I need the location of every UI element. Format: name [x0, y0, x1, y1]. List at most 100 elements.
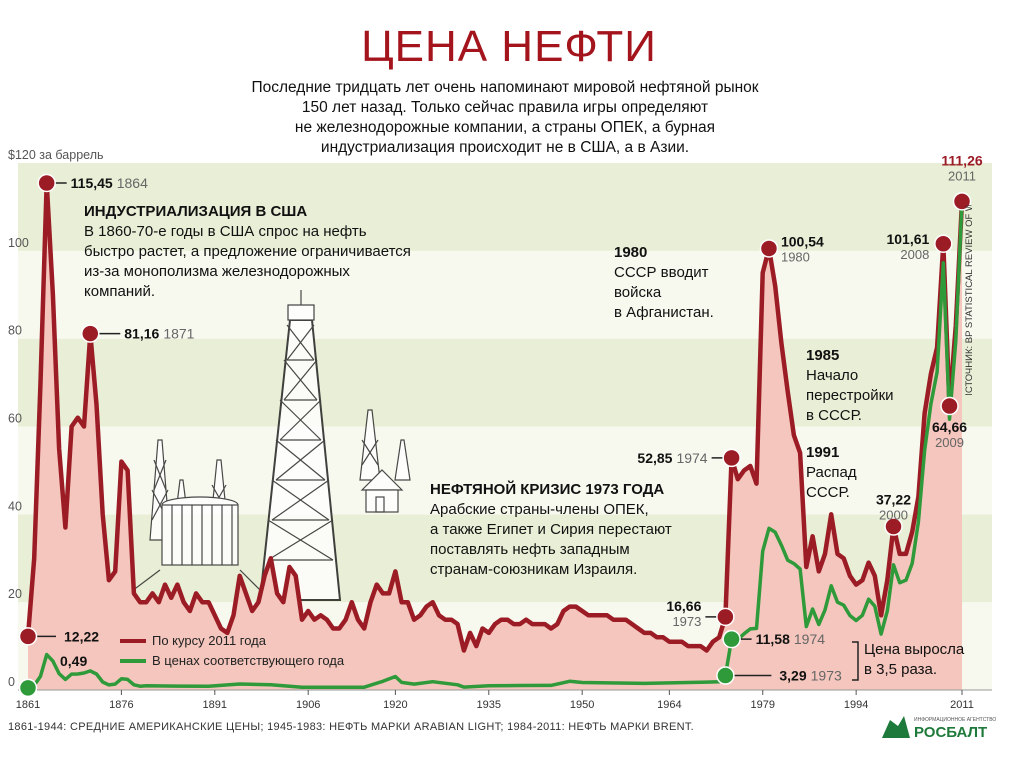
subtitle-line: 150 лет назад. Только сейчас правила игр…	[301, 99, 709, 116]
data-label-year: 1973	[672, 614, 701, 629]
chart-subtitle: Последние тридцать лет очень напоминают …	[180, 78, 830, 158]
annotation-line: СССР.	[806, 484, 850, 501]
annotation-heading: ИНДУСТРИАЛИЗАЦИЯ В США	[84, 203, 308, 220]
data-label-year: 1871	[163, 326, 194, 342]
x-tick-label: 2011	[950, 699, 974, 711]
x-tick-label: 1964	[657, 699, 681, 711]
svg-text:РОСБАЛТ: РОСБАЛТ	[914, 724, 987, 741]
subtitle-line: Последние тридцать лет очень напоминают …	[251, 79, 759, 96]
annotation-heading: 1980	[614, 244, 648, 261]
data-label: 37,22	[876, 492, 911, 508]
x-tick-label: 1891	[203, 699, 227, 711]
derrick-main-icon	[258, 290, 342, 601]
x-tick-label: 1920	[383, 699, 407, 711]
rosbalt-logo: ИНФОРМАЦИОННОЕ АГЕНТСТВО РОСБАЛТ	[880, 712, 1000, 742]
annotation-line: перестройки	[806, 387, 894, 404]
tank-icon	[119, 496, 271, 601]
band	[18, 338, 992, 427]
data-label-year: 1864	[117, 175, 148, 191]
data-point-marker	[940, 396, 959, 416]
data-label: 100,54	[781, 233, 824, 249]
y-tick-label: 80	[8, 324, 22, 338]
band	[18, 163, 992, 251]
growth-bracket	[852, 641, 859, 681]
data-label-year: 1974	[794, 631, 825, 647]
annotation-line: Распад	[806, 464, 857, 481]
annotation-perestroika: 1985 Начало перестройки в СССР.	[806, 346, 894, 426]
annotation-line: Начало	[806, 367, 859, 384]
data-label: 101,61	[886, 231, 929, 247]
source-note: ИСТОЧНИК: BP STATISTICAL REVIEW OF WORLD…	[964, 205, 974, 395]
data-label: 3,29 1973	[779, 668, 842, 684]
data-markers	[18, 173, 972, 698]
data-label: 115,45 1864	[71, 175, 148, 191]
legend-real-label: По курсу 2011 года	[152, 633, 267, 648]
data-label: 64,66	[932, 419, 967, 435]
footnote: 1861-1944: СРЕДНИЕ АМЕРИКАНСКИЕ ЦЕНЫ; 19…	[8, 721, 695, 733]
x-tick-label: 1979	[751, 699, 775, 711]
y-tick-label: 0	[8, 675, 15, 689]
annotation-line: компаний.	[84, 283, 156, 300]
data-label-year: 1974	[676, 450, 707, 466]
y-tick-label: 20	[8, 587, 22, 601]
data-label: 16,66	[666, 598, 701, 614]
data-point-marker	[759, 239, 779, 258]
data-label-year: 1980	[781, 249, 810, 264]
annotation-line: в Афганистан.	[614, 304, 714, 321]
data-label: 111,26	[941, 152, 982, 168]
data-point-marker	[716, 666, 735, 685]
data-label: 12,22	[64, 628, 99, 644]
annotation-line: поставлять нефть западным	[430, 541, 630, 558]
annotation-line: СССР вводит	[614, 264, 709, 281]
oil-derrick-illustration	[119, 290, 411, 601]
annotation-heading: 1985	[806, 347, 840, 364]
y-tick-label: 40	[8, 499, 22, 513]
data-label-year: 2000	[879, 508, 908, 523]
annotation-line: в СССР.	[806, 407, 862, 424]
annotation-ussr: 1991 Распад СССР.	[806, 443, 857, 503]
x-tick-label: 1906	[296, 699, 320, 711]
real-price-line	[25, 180, 965, 653]
annotation-line: Цена выросла	[864, 641, 965, 658]
annotation-heading: НЕФТЯНОЙ КРИЗИС 1973 ГОДА	[430, 481, 665, 498]
y-tick-label: 60	[8, 412, 22, 426]
chart-title: ЦЕНА НЕФТИ	[361, 22, 657, 71]
y-tick-label: $120 за баррель	[8, 148, 104, 162]
annotation-growth: Цена выросла в 3,5 раза.	[864, 640, 964, 680]
x-axis-ticks: 1861 1876 1891 1906 1920 1935 1950 1964 1979 1994…	[16, 690, 974, 711]
legend: По курсу 2011 года В ценах соответствующ…	[120, 633, 345, 668]
house-icon	[360, 469, 404, 513]
data-label-year: 1973	[811, 668, 842, 684]
x-tick-label: 1935	[477, 699, 501, 711]
x-tick-label: 1950	[570, 699, 594, 711]
x-tick-label: 1994	[844, 699, 868, 711]
svg-text:ИНФОРМАЦИОННОЕ АГЕНТСТВО: ИНФОРМАЦИОННОЕ АГЕНТСТВО	[914, 717, 996, 723]
data-label-year: 2011	[948, 168, 976, 183]
source-text: ИСТОЧНИК: BP STATISTICAL REVIEW OF WORLD…	[964, 205, 974, 395]
subtitle-line: не железнодорожные компании, а страны ОП…	[294, 119, 716, 136]
data-point-marker	[722, 448, 741, 468]
data-point-marker	[884, 517, 903, 536]
legend-nominal-label: В ценах соответствующего года	[152, 653, 345, 668]
data-point-marker	[722, 629, 741, 649]
annotation-line: войска	[614, 284, 662, 301]
data-point-marker	[934, 234, 953, 254]
logo-icon: ИНФОРМАЦИОННОЕ АГЕНТСТВО РОСБАЛТ	[882, 716, 996, 741]
annotation-industrialization: ИНДУСТРИАЛИЗАЦИЯ В США В 1860-70-е годы …	[84, 202, 411, 302]
x-tick-label: 1861	[16, 699, 40, 711]
nominal-price-line	[27, 201, 964, 690]
data-label-year: 2008	[900, 247, 929, 262]
data-point-marker	[952, 192, 972, 211]
annotation-line: а также Египет и Сирия перестают	[430, 521, 672, 538]
annotation-line: быстро растет, а предложение ограничивае…	[84, 243, 411, 260]
annotation-line: В 1860-70-е годы в США спрос на нефть	[84, 223, 367, 240]
data-point-marker	[18, 627, 38, 646]
annotation-line: странам-союзникам Израиля.	[430, 561, 638, 578]
y-axis-labels: 0 20 40 60 80 100 $120 за баррель	[8, 148, 104, 689]
annotation-crisis: НЕФТЯНОЙ КРИЗИС 1973 ГОДА Арабские стран…	[430, 480, 672, 580]
data-point-marker	[81, 324, 100, 343]
data-label-year: 2009	[935, 435, 964, 450]
annotation-line: из-за монополизма железнодорожных	[84, 263, 350, 280]
data-point-marker	[37, 173, 56, 193]
